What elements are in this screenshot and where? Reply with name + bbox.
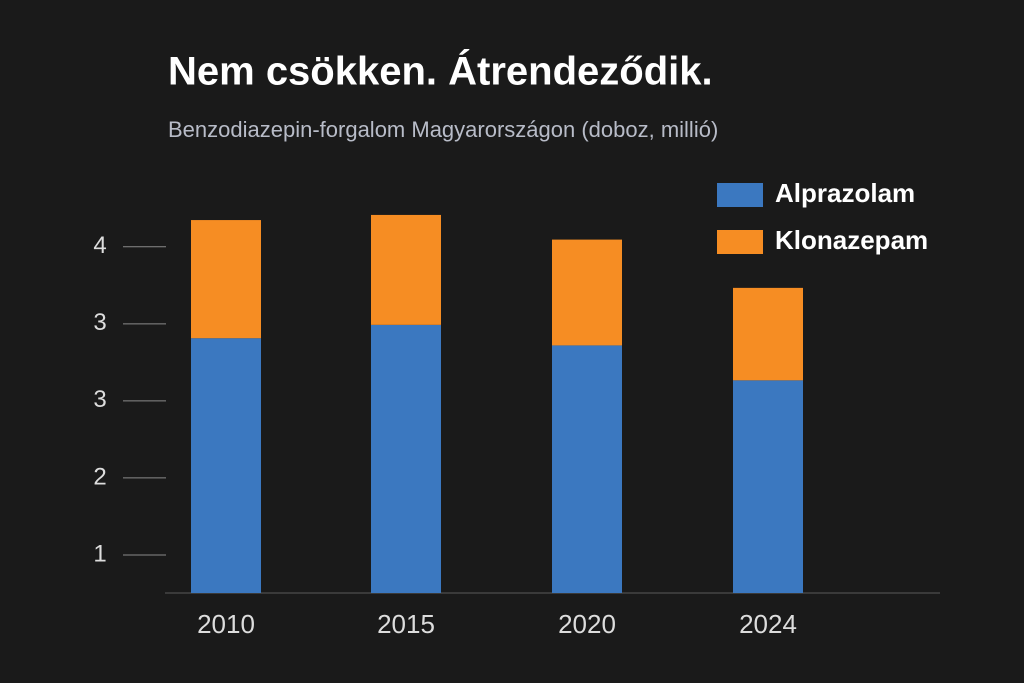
bar-segment xyxy=(552,345,622,593)
y-tick-label: 1 xyxy=(93,540,106,567)
bar-segment xyxy=(552,239,622,346)
legend-swatch xyxy=(717,230,763,254)
legend-label: Klonazepam xyxy=(775,225,928,255)
y-tick-label: 2 xyxy=(93,463,106,490)
x-tick-label: 2015 xyxy=(377,609,435,639)
y-tick-label: 3 xyxy=(93,309,106,336)
bar-segment xyxy=(191,338,261,593)
bar-segment xyxy=(733,380,803,593)
legend-swatch xyxy=(717,183,763,207)
chart-subtitle: Benzodiazepin-forgalom Magyarországon (d… xyxy=(168,117,718,142)
bar-segment xyxy=(371,324,441,593)
x-tick-label: 2024 xyxy=(739,609,797,639)
bar-segment xyxy=(191,220,261,339)
x-tick-label: 2020 xyxy=(558,609,616,639)
bar-segment xyxy=(371,214,441,325)
x-tick-label: 2010 xyxy=(197,609,255,639)
chart-title: Nem csökken. Átrendeződik. xyxy=(168,49,713,94)
y-tick-label: 4 xyxy=(93,232,106,259)
legend-label: Alprazolam xyxy=(775,178,915,208)
bar-segment xyxy=(733,287,803,381)
y-tick-label: 3 xyxy=(93,386,106,413)
